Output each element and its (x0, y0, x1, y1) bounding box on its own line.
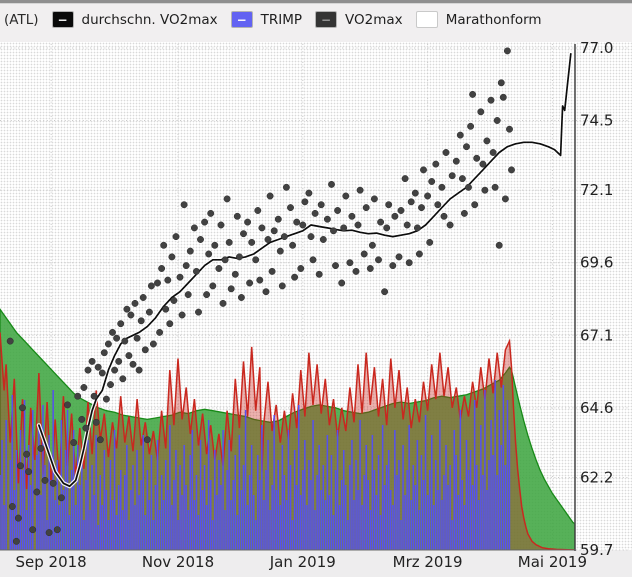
svg-text:Mai 2019: Mai 2019 (518, 553, 587, 571)
avg-vo2max-swatch-icon: − (51, 11, 74, 28)
svg-text:Sep 2018: Sep 2018 (15, 553, 86, 571)
svg-text:Nov 2018: Nov 2018 (142, 553, 214, 571)
svg-text:Mrz 2019: Mrz 2019 (393, 553, 463, 571)
svg-text:Jan 2019: Jan 2019 (269, 553, 336, 571)
legend-label: VO2max (345, 11, 403, 28)
trimp-swatch-icon: − (230, 11, 253, 28)
svg-text:64.6: 64.6 (580, 399, 613, 417)
svg-text:59.7: 59.7 (580, 541, 613, 559)
svg-text:74.5: 74.5 (580, 112, 613, 130)
svg-text:72.1: 72.1 (580, 181, 613, 199)
x-axis-strip (0, 550, 632, 577)
legend-label: durchschn. VO2max (81, 11, 218, 28)
vo2max-swatch-icon: − (315, 11, 338, 28)
avg-vo2max-line (36, 51, 573, 489)
marathonform-swatch-icon (415, 11, 438, 28)
legend-label: TRIMP (260, 11, 303, 28)
right-axis (0, 44, 576, 551)
trimp-bars (0, 380, 511, 550)
legend-item-vo2max[interactable]: − VO2max (315, 11, 403, 28)
left-axis-label: (ATL) (4, 11, 39, 28)
window-top-border (0, 0, 632, 4)
legend-item-marathonform[interactable]: Marathonform (415, 11, 542, 28)
svg-text:69.6: 69.6 (580, 254, 613, 272)
svg-text:62.2: 62.2 (580, 469, 613, 487)
legend: (ATL) − durchschn. VO2max − TRIMP − VO2m… (4, 11, 542, 28)
vo2max-scatter (6, 47, 515, 545)
legend-item-avg-vo2max[interactable]: − durchschn. VO2max (51, 11, 218, 28)
x-axis-month-labels: Sep 2018 Nov 2018 Jan 2019 Mrz 2019 Mai 2019 (15, 553, 587, 571)
y-axis-tick-labels: 59.7 62.2 64.6 67.1 69.6 72.1 74.5 77.0 (580, 39, 613, 559)
svg-text:67.1: 67.1 (580, 326, 613, 344)
legend-label: Marathonform (445, 11, 542, 28)
legend-item-trimp[interactable]: − TRIMP (230, 11, 303, 28)
svg-text:77.0: 77.0 (580, 39, 613, 57)
